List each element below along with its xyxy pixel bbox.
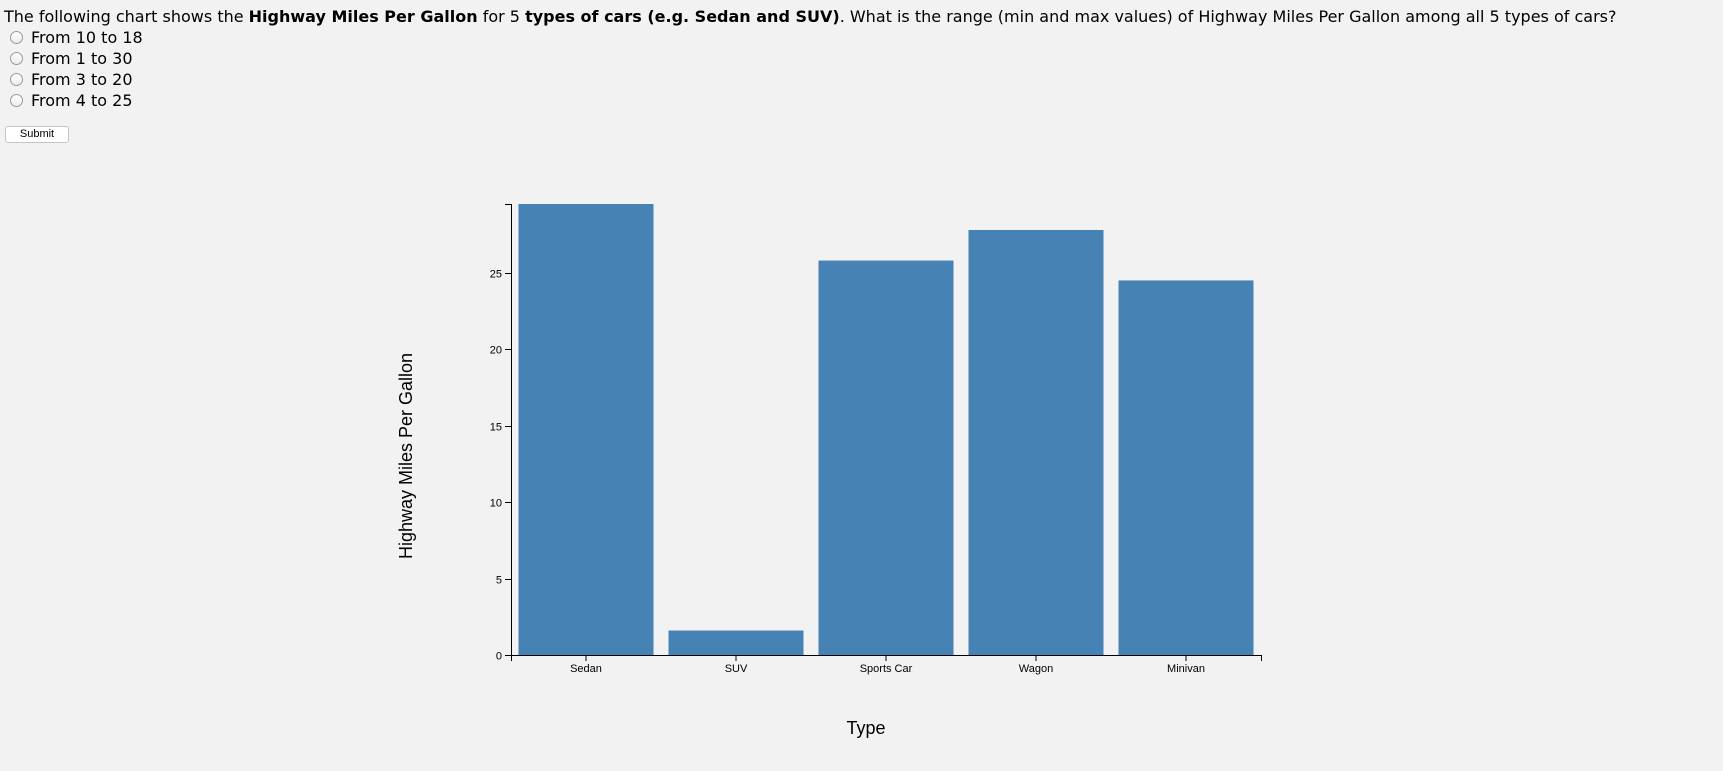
x-tick-label: Minivan bbox=[1167, 663, 1205, 675]
option-label: From 4 to 25 bbox=[31, 91, 133, 110]
x-tick-label: SUV bbox=[725, 663, 748, 675]
radio-button[interactable] bbox=[10, 94, 23, 107]
option-label: From 3 to 20 bbox=[31, 70, 133, 89]
y-tick-label: 20 bbox=[490, 345, 502, 357]
y-tick-label: 10 bbox=[490, 498, 502, 510]
y-axis-line bbox=[505, 204, 512, 656]
option-label: From 10 to 18 bbox=[31, 28, 143, 47]
bar-minivan bbox=[1118, 280, 1254, 655]
question-part-3: . What is the range (min and max values)… bbox=[839, 7, 1617, 26]
answer-options: From 10 to 18 From 1 to 30 From 3 to 20 … bbox=[10, 27, 143, 111]
radio-button[interactable] bbox=[10, 31, 23, 44]
bar-sedan bbox=[518, 204, 654, 655]
bars-group bbox=[518, 204, 1254, 655]
question-bold-measure: Highway Miles Per Gallon bbox=[248, 7, 478, 26]
x-tick-label: Sports Car bbox=[860, 663, 913, 675]
answer-option[interactable]: From 1 to 30 bbox=[10, 48, 143, 69]
answer-option[interactable]: From 10 to 18 bbox=[10, 27, 143, 48]
answer-option[interactable]: From 4 to 25 bbox=[10, 90, 143, 111]
submit-button[interactable]: Submit bbox=[5, 126, 69, 143]
y-axis: 0 5 10 15 20 25 bbox=[490, 204, 512, 663]
option-label: From 1 to 30 bbox=[31, 49, 133, 68]
x-tick-label: Wagon bbox=[1019, 663, 1053, 675]
question-part-2: for 5 bbox=[477, 7, 526, 26]
y-tick-label: 25 bbox=[490, 269, 502, 281]
y-axis-title: Highway Miles Per Gallon bbox=[396, 353, 416, 559]
radio-button[interactable] bbox=[10, 73, 23, 86]
y-tick-label: 15 bbox=[490, 422, 502, 434]
bar-wagon bbox=[968, 229, 1104, 655]
y-tick-label: 0 bbox=[496, 651, 502, 663]
question-text: The following chart shows the Highway Mi… bbox=[4, 7, 1616, 27]
x-axis: Sedan SUV Sports Car Wagon Minivan bbox=[511, 655, 1262, 675]
radio-button[interactable] bbox=[10, 52, 23, 65]
bar-suv bbox=[668, 630, 804, 655]
x-axis-title: Type bbox=[846, 718, 885, 738]
bar-sports-car bbox=[818, 260, 954, 655]
answer-option[interactable]: From 3 to 20 bbox=[10, 69, 143, 90]
question-bold-category: types of cars (e.g. Sedan and SUV) bbox=[525, 7, 840, 26]
question-part-1: The following chart shows the bbox=[4, 7, 249, 26]
x-tick-label: Sedan bbox=[570, 663, 602, 675]
y-tick-label: 5 bbox=[496, 575, 502, 587]
